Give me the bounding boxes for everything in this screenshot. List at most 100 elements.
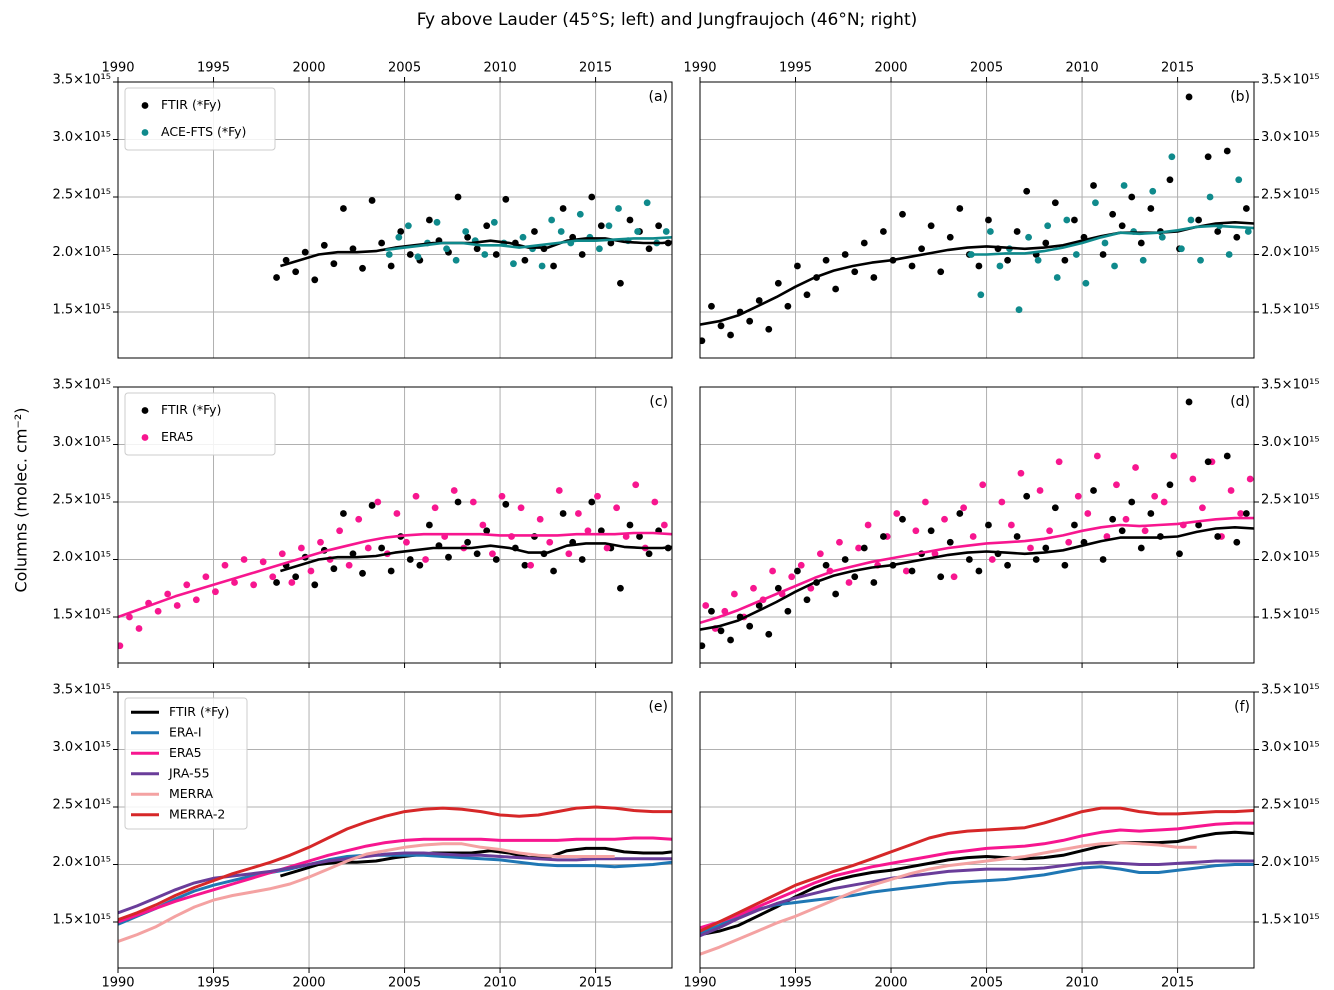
data-point xyxy=(1242,205,1250,212)
data-point xyxy=(794,262,801,270)
data-point xyxy=(765,630,773,638)
data-point xyxy=(1090,487,1097,494)
data-point xyxy=(902,567,910,575)
data-point xyxy=(700,642,706,650)
data-point xyxy=(422,556,429,563)
data-point xyxy=(1023,492,1031,500)
data-point xyxy=(727,636,734,644)
legend-label: MERRA xyxy=(169,786,214,801)
data-point xyxy=(1051,199,1059,207)
data-point xyxy=(1084,510,1092,517)
data-point xyxy=(1032,556,1040,563)
legend-marker xyxy=(141,407,149,414)
data-point xyxy=(626,521,634,529)
data-point xyxy=(1128,193,1136,201)
data-point xyxy=(660,521,668,529)
data-point xyxy=(1189,475,1197,483)
axes-frame xyxy=(699,81,1255,359)
data-point xyxy=(292,573,300,581)
y-tick-label: 2.0×10¹⁵ xyxy=(1261,245,1320,260)
data-point xyxy=(473,245,481,253)
data-point xyxy=(788,573,796,581)
y-tick-label: 2.5×10¹⁵ xyxy=(52,798,111,813)
x-tick-label: 2000 xyxy=(874,61,907,76)
data-point xyxy=(1013,533,1021,540)
data-point xyxy=(1233,233,1241,241)
data-point xyxy=(330,565,338,573)
data-point xyxy=(922,498,929,506)
y-tick-label: 3.0×10¹⁵ xyxy=(1261,130,1320,145)
data-point xyxy=(1246,475,1254,483)
data-point xyxy=(1007,521,1015,529)
data-point xyxy=(387,262,395,270)
data-point xyxy=(297,544,305,552)
y-tick-label: 2.0×10¹⁵ xyxy=(1261,855,1320,870)
data-point xyxy=(349,550,357,558)
data-point xyxy=(645,550,653,558)
series-line xyxy=(118,531,672,619)
axes-frame xyxy=(117,691,673,969)
legend-label: FTIR (*Fy) xyxy=(161,402,221,417)
data-point xyxy=(960,504,968,512)
data-point xyxy=(975,262,983,270)
data-point xyxy=(985,521,992,529)
data-point xyxy=(462,228,470,235)
data-point xyxy=(1034,256,1042,264)
data-point xyxy=(912,527,920,535)
data-point xyxy=(349,245,357,253)
data-point xyxy=(1225,251,1233,258)
x-tick-label: 1995 xyxy=(779,976,812,990)
data-point xyxy=(538,262,546,270)
data-point xyxy=(154,607,162,615)
axes-frame xyxy=(117,386,673,664)
data-point xyxy=(1158,233,1166,241)
series-line xyxy=(700,516,1254,625)
data-point xyxy=(851,573,859,581)
data-point xyxy=(1170,452,1178,460)
data-point xyxy=(364,544,372,552)
legend-label: ACE-FTS (*Fy) xyxy=(161,124,246,139)
data-point xyxy=(832,285,840,293)
x-tick-label: 2015 xyxy=(1161,976,1194,990)
data-point xyxy=(1237,510,1245,517)
data-point xyxy=(1160,498,1168,506)
y-tick-label: 1.5×10¹⁵ xyxy=(52,608,111,623)
y-tick-label: 2.5×10¹⁵ xyxy=(1261,798,1320,813)
legend-label: ERA5 xyxy=(169,745,202,760)
legend-box xyxy=(124,392,276,456)
data-point xyxy=(385,251,393,258)
data-point xyxy=(879,533,887,540)
series-line xyxy=(700,221,1254,326)
y-tick-label: 3.0×10¹⁵ xyxy=(1261,435,1320,450)
data-point xyxy=(1103,533,1111,540)
data-point xyxy=(431,504,439,512)
data-point xyxy=(755,297,763,304)
data-point xyxy=(1166,481,1174,489)
data-point xyxy=(510,260,517,268)
data-point xyxy=(870,274,878,281)
data-point xyxy=(1025,233,1032,241)
data-point xyxy=(1013,228,1021,235)
series-line xyxy=(118,851,672,915)
data-point xyxy=(450,487,458,494)
data-point xyxy=(855,544,862,552)
data-point xyxy=(1109,210,1117,218)
legend-label: MERRA-2 xyxy=(169,806,225,821)
data-point xyxy=(1137,239,1145,247)
data-point xyxy=(126,613,133,621)
data-point xyxy=(550,567,557,575)
data-point xyxy=(1149,187,1157,195)
data-point xyxy=(879,228,887,235)
data-point xyxy=(1214,533,1222,540)
data-point xyxy=(1118,222,1126,230)
data-point xyxy=(250,581,258,589)
data-point xyxy=(374,498,382,506)
data-point xyxy=(578,251,586,258)
series-line xyxy=(700,841,1197,956)
data-point xyxy=(988,556,996,563)
figure-title: Fy above Lauder (45°S; left) and Jungfra… xyxy=(417,10,918,30)
data-point xyxy=(1111,262,1118,270)
data-point xyxy=(1227,487,1235,494)
